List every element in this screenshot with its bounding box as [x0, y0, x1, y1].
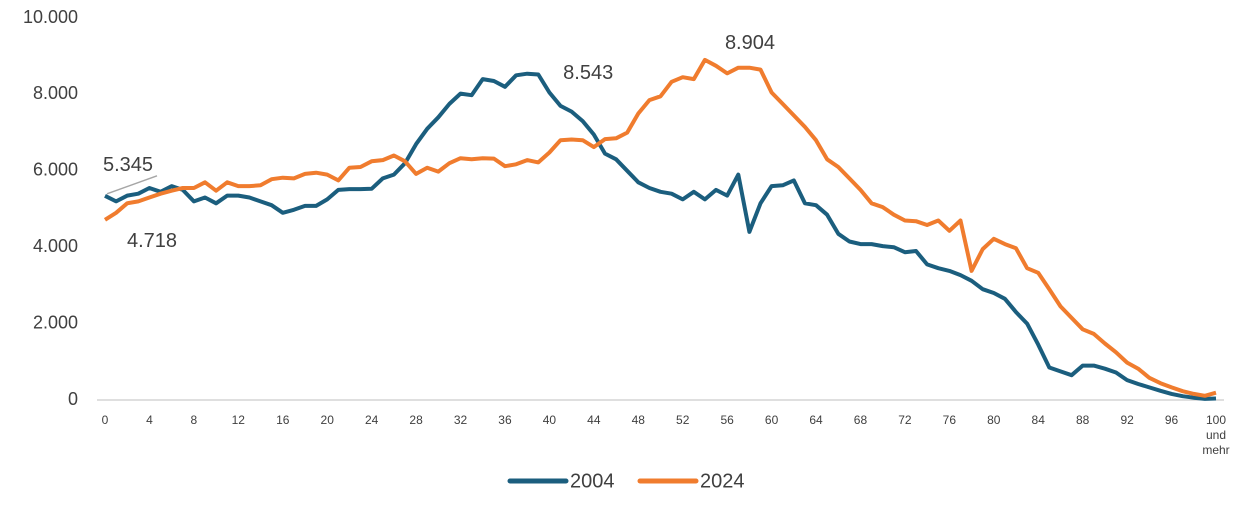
x-tick-label: 44 [587, 413, 601, 427]
x-tick-label: 60 [765, 413, 779, 427]
y-tick-label: 8.000 [33, 83, 78, 103]
data-label: 8.543 [563, 62, 613, 84]
x-tick-label: 32 [454, 413, 468, 427]
data-label: 4.718 [127, 230, 177, 252]
x-tick-label: 36 [498, 413, 512, 427]
legend-label: 2024 [700, 470, 745, 492]
x-tick-label: 4 [146, 413, 153, 427]
x-tick-label: 20 [321, 413, 335, 427]
x-tick-label: 40 [543, 413, 557, 427]
x-tick-label: 56 [720, 413, 734, 427]
data-label: 8.904 [725, 32, 775, 54]
x-tick-label: 84 [1032, 413, 1046, 427]
data-label: 5.345 [103, 154, 153, 176]
x-tick-label: 0 [102, 413, 109, 427]
y-tick-label: 2.000 [33, 312, 78, 332]
x-tick-label: 12 [232, 413, 246, 427]
y-tick-label: 10.000 [23, 7, 78, 27]
x-tick-label: 96 [1165, 413, 1179, 427]
x-tick-label: 76 [943, 413, 957, 427]
x-tick-label: 64 [809, 413, 823, 427]
x-tick-label: 88 [1076, 413, 1090, 427]
x-tick-label: 24 [365, 413, 379, 427]
x-tick-label: 52 [676, 413, 690, 427]
x-tick-label: 16 [276, 413, 290, 427]
x-tick-label: 48 [632, 413, 646, 427]
y-tick-label: 0 [68, 389, 78, 409]
x-tick-label: 80 [987, 413, 1001, 427]
x-tick-label: 100 und mehr [1202, 413, 1229, 457]
x-tick-label: 92 [1120, 413, 1134, 427]
leader-line [106, 175, 158, 195]
x-tick-label: 72 [898, 413, 912, 427]
series-line [104, 71, 1217, 401]
x-tick-label: 8 [191, 413, 198, 427]
x-tick-label: 28 [409, 413, 423, 427]
legend-label: 2004 [570, 470, 615, 492]
x-tick-label: 68 [854, 413, 868, 427]
series-line [103, 57, 1217, 398]
y-tick-label: 6.000 [33, 160, 78, 180]
y-tick-label: 4.000 [33, 236, 78, 256]
